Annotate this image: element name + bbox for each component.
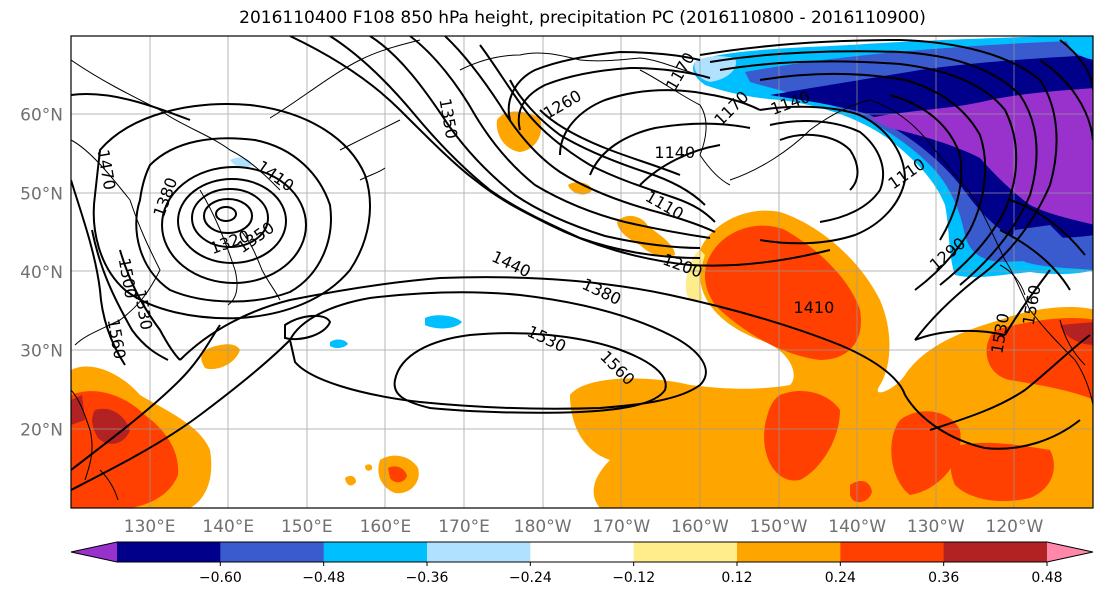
colorbar-segment	[737, 542, 841, 562]
colorbar-segment	[220, 542, 325, 562]
contour-label: 1140	[654, 143, 695, 162]
colorbar-segment	[840, 542, 945, 562]
gridlines	[71, 36, 1093, 508]
lat-label: 20°N	[20, 420, 63, 440]
contour-label: 1380	[149, 175, 181, 220]
lon-label: 170°E	[438, 517, 490, 537]
colorbar-outline	[70, 541, 1094, 563]
lon-label: 140°E	[202, 517, 254, 537]
contour-label: 1410	[794, 298, 835, 317]
lon-label: 160°W	[671, 517, 729, 537]
contour-label: 1470	[93, 148, 119, 191]
lat-label: 30°N	[20, 342, 63, 362]
map-title: 2016110400 F108 850 hPa height, precipit…	[239, 8, 926, 28]
colorbar-tick-label: −0.24	[509, 570, 552, 586]
lon-label: 150°E	[281, 517, 333, 537]
contour-label: 1560	[104, 317, 130, 360]
colorbar-tick-label: 0.12	[721, 570, 752, 586]
lon-label: 170°W	[592, 517, 650, 537]
coastlines	[71, 39, 1093, 501]
lon-label: 160°E	[360, 517, 412, 537]
contour-label: 1530	[130, 288, 156, 331]
colorbar-segment	[427, 542, 531, 562]
contour-label: 1170	[662, 49, 699, 94]
contour-label: 1110	[642, 187, 687, 224]
contour-label: 1350	[435, 97, 461, 140]
colorbar-segment	[117, 542, 221, 562]
colorbar-extend-low	[71, 542, 117, 562]
contour-label: 1380	[579, 274, 624, 308]
lon-label: 140°W	[828, 517, 886, 537]
colorbar-tick-label: 0.36	[928, 570, 959, 586]
lat-label: 50°N	[20, 184, 63, 204]
longitude-labels: 130°E 140°E 150°E 160°E 170°E 180°W 170°W 160°W…	[124, 517, 1044, 537]
colorbar: −0.60 −0.48 −0.36 −0.24 −0.12 0.12 0.24 0.36 0.4…	[70, 541, 1094, 586]
latitude-labels: 60°N 50°N 40°N 30°N 20°N	[20, 106, 63, 441]
colorbar-segment	[530, 542, 635, 562]
lon-label: 130°E	[124, 517, 176, 537]
colorbar-tick-label: −0.12	[612, 570, 655, 586]
lon-label: 120°W	[986, 517, 1044, 537]
height-contours	[71, 36, 1093, 491]
colorbar-tick-label: −0.36	[406, 570, 449, 586]
colorbar-segment	[943, 542, 1048, 562]
colorbar-tick-label: −0.48	[302, 570, 345, 586]
lon-label: 130°W	[907, 517, 965, 537]
precip-shading-positive	[71, 111, 1093, 508]
lon-label: 150°W	[750, 517, 808, 537]
contour-label: 1530	[524, 322, 569, 356]
lat-label: 60°N	[20, 106, 63, 126]
lat-label: 40°N	[20, 263, 63, 283]
colorbar-tick-label: 0.48	[1031, 570, 1062, 586]
colorbar-segment	[633, 542, 738, 562]
colorbar-tick-label: 0.24	[825, 570, 856, 586]
lon-label: 180°W	[514, 517, 572, 537]
map-frame	[70, 35, 1094, 509]
colorbar-segment	[323, 542, 428, 562]
colorbar-extend-high	[1047, 542, 1093, 562]
colorbar-tick-label: −0.60	[199, 570, 242, 586]
